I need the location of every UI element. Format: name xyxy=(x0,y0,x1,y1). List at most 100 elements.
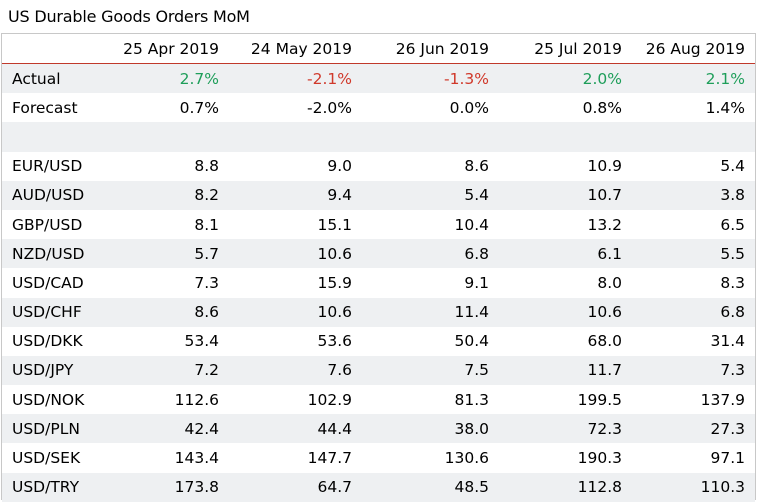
row-label: USD/JPY xyxy=(2,355,104,386)
cell-value: 53.4 xyxy=(104,326,229,356)
cell-value: 5.4 xyxy=(362,180,499,210)
actual-value: -2.1% xyxy=(229,63,362,94)
table-row: NZD/USD 5.7 10.6 6.8 6.1 5.5 xyxy=(2,239,755,269)
cell-value: 10.9 xyxy=(499,151,632,181)
header-corner-cell xyxy=(2,34,104,64)
row-label: USD/NOK xyxy=(2,385,104,415)
spacer-cell xyxy=(2,122,104,152)
cell-value: 8.2 xyxy=(104,180,229,210)
cell-value: 5.7 xyxy=(104,239,229,269)
cell-value: 50.4 xyxy=(362,326,499,356)
cell-value: 6.1 xyxy=(499,239,632,269)
row-label: EUR/USD xyxy=(2,151,104,181)
actual-value: 2.1% xyxy=(632,63,755,94)
cell-value: 10.6 xyxy=(499,297,632,327)
actual-value: 2.7% xyxy=(104,63,229,94)
cell-value: 11.7 xyxy=(499,355,632,386)
spacer-cell xyxy=(632,122,755,152)
cell-value: 147.7 xyxy=(229,443,362,473)
cell-value: 8.1 xyxy=(104,209,229,240)
table-row: USD/DKK 53.4 53.6 50.4 68.0 31.4 xyxy=(2,326,755,356)
cell-value: 7.2 xyxy=(104,355,229,386)
row-label: Actual xyxy=(2,63,104,94)
table-row: AUD/USD 8.2 9.4 5.4 10.7 3.8 xyxy=(2,180,755,210)
cell-value: 199.5 xyxy=(499,385,632,415)
column-header: 25 Jul 2019 xyxy=(499,34,632,64)
cell-value: 9.0 xyxy=(229,151,362,181)
table-row: USD/JPY 7.2 7.6 7.5 11.7 7.3 xyxy=(2,355,755,386)
cell-value: 13.2 xyxy=(499,209,632,240)
spacer-cell xyxy=(229,122,362,152)
forecast-value: 0.8% xyxy=(499,93,632,123)
row-label: USD/PLN xyxy=(2,414,104,444)
cell-value: 97.1 xyxy=(632,443,755,473)
cell-value: 10.4 xyxy=(362,209,499,240)
cell-value: 9.1 xyxy=(362,268,499,298)
table-row: EUR/USD 8.8 9.0 8.6 10.9 5.4 xyxy=(2,151,755,181)
column-header: 24 May 2019 xyxy=(229,34,362,64)
actual-value: 2.0% xyxy=(499,63,632,94)
forecast-value: 1.4% xyxy=(632,93,755,123)
cell-value: 110.3 xyxy=(632,472,755,502)
row-label: USD/SEK xyxy=(2,443,104,473)
cell-value: 8.6 xyxy=(104,297,229,327)
row-label: USD/CAD xyxy=(2,268,104,298)
cell-value: 38.0 xyxy=(362,414,499,444)
cell-value: 53.6 xyxy=(229,326,362,356)
cell-value: 31.4 xyxy=(632,326,755,356)
spacer-cell xyxy=(499,122,632,152)
row-label: USD/CHF xyxy=(2,297,104,327)
table-row: USD/CHF 8.6 10.6 11.4 10.6 6.8 xyxy=(2,297,755,327)
cell-value: 143.4 xyxy=(104,443,229,473)
spacer-row xyxy=(2,122,755,152)
table-row: USD/NOK 112.6 102.9 81.3 199.5 137.9 xyxy=(2,385,755,415)
chart-title: US Durable Goods Orders MoM xyxy=(8,7,250,26)
table-row: USD/CAD 7.3 15.9 9.1 8.0 8.3 xyxy=(2,268,755,298)
row-label: Forecast xyxy=(2,93,104,123)
row-label: USD/DKK xyxy=(2,326,104,356)
cell-value: 81.3 xyxy=(362,385,499,415)
cell-value: 10.6 xyxy=(229,297,362,327)
cell-value: 8.3 xyxy=(632,268,755,298)
cell-value: 48.5 xyxy=(362,472,499,502)
table-row: GBP/USD 8.1 15.1 10.4 13.2 6.5 xyxy=(2,209,755,240)
spacer-cell xyxy=(362,122,499,152)
cell-value: 102.9 xyxy=(229,385,362,415)
forecast-row: Forecast 0.7% -2.0% 0.0% 0.8% 1.4% xyxy=(2,93,755,123)
cell-value: 15.9 xyxy=(229,268,362,298)
table-row: USD/PLN 42.4 44.4 38.0 72.3 27.3 xyxy=(2,414,755,444)
cell-value: 44.4 xyxy=(229,414,362,444)
cell-value: 10.7 xyxy=(499,180,632,210)
cell-value: 5.5 xyxy=(632,239,755,269)
cell-value: 6.5 xyxy=(632,209,755,240)
data-table: 25 Apr 2019 24 May 2019 26 Jun 2019 25 J… xyxy=(2,34,755,502)
cell-value: 112.6 xyxy=(104,385,229,415)
cell-value: 6.8 xyxy=(362,239,499,269)
forecast-value: 0.0% xyxy=(362,93,499,123)
actual-value: -1.3% xyxy=(362,63,499,94)
table-row: USD/SEK 143.4 147.7 130.6 190.3 97.1 xyxy=(2,443,755,473)
cell-value: 5.4 xyxy=(632,151,755,181)
cell-value: 42.4 xyxy=(104,414,229,444)
row-label: AUD/USD xyxy=(2,180,104,210)
cell-value: 10.6 xyxy=(229,239,362,269)
cell-value: 130.6 xyxy=(362,443,499,473)
cell-value: 3.8 xyxy=(632,180,755,210)
spacer-cell xyxy=(104,122,229,152)
cell-value: 11.4 xyxy=(362,297,499,327)
forecast-value: 0.7% xyxy=(104,93,229,123)
actual-row: Actual 2.7% -2.1% -1.3% 2.0% 2.1% xyxy=(2,63,755,94)
cell-value: 27.3 xyxy=(632,414,755,444)
header-row: 25 Apr 2019 24 May 2019 26 Jun 2019 25 J… xyxy=(2,34,755,64)
cell-value: 68.0 xyxy=(499,326,632,356)
cell-value: 6.8 xyxy=(632,297,755,327)
cell-value: 8.0 xyxy=(499,268,632,298)
cell-value: 137.9 xyxy=(632,385,755,415)
row-label: NZD/USD xyxy=(2,239,104,269)
cell-value: 190.3 xyxy=(499,443,632,473)
cell-value: 173.8 xyxy=(104,472,229,502)
cell-value: 7.3 xyxy=(632,355,755,386)
cell-value: 72.3 xyxy=(499,414,632,444)
cell-value: 112.8 xyxy=(499,472,632,502)
forecast-value: -2.0% xyxy=(229,93,362,123)
